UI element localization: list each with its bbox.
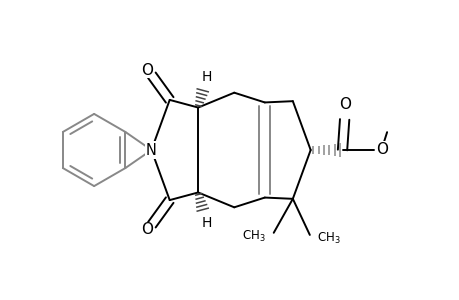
Text: O: O (140, 222, 152, 237)
Text: N: N (146, 142, 157, 158)
Text: CH$_3$: CH$_3$ (317, 231, 341, 246)
Text: O: O (375, 142, 388, 157)
Text: H: H (201, 70, 212, 84)
Text: O: O (140, 63, 152, 78)
Text: H: H (201, 216, 212, 230)
Text: O: O (338, 97, 350, 112)
Text: CH$_3$: CH$_3$ (242, 229, 265, 244)
